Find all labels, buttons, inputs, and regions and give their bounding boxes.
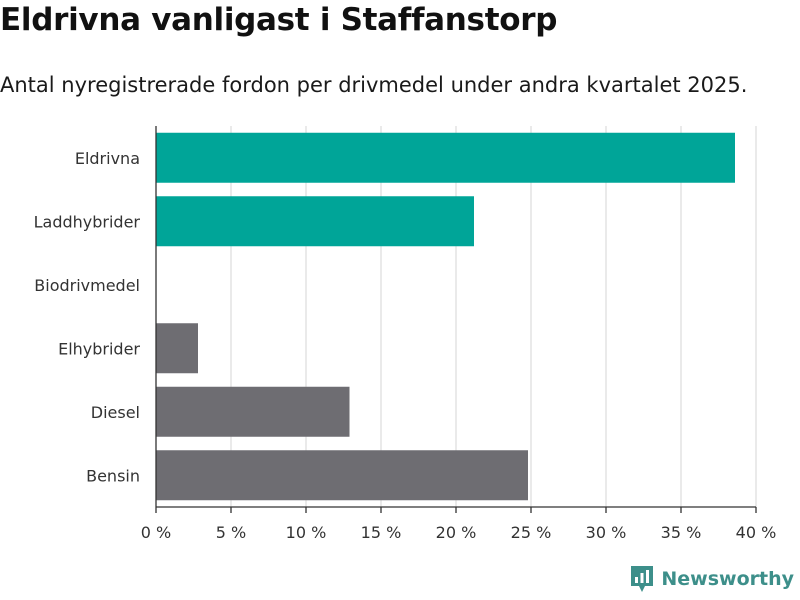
x-tick-label: 20 % <box>436 523 477 542</box>
bar <box>156 386 350 437</box>
grid-lines <box>230 126 757 507</box>
x-tick-label: 25 % <box>511 523 552 542</box>
category-label: Bensin <box>86 466 140 485</box>
bar <box>156 196 474 247</box>
chart-subtitle: Antal nyregistrerade fordon per drivmede… <box>0 73 748 97</box>
bar <box>156 323 198 374</box>
x-tick-label: 35 % <box>661 523 702 542</box>
bar-chart-speech-bubble-icon <box>631 566 654 592</box>
x-tick-label: 40 % <box>736 523 777 542</box>
x-tick-label: 5 % <box>216 523 246 542</box>
bar <box>156 132 735 183</box>
axes: Eldrivna Laddhybrider Biodrivmedel Elhybrid… <box>34 126 777 542</box>
category-label: Elhybrider <box>58 339 140 358</box>
category-label: Eldrivna <box>75 149 140 168</box>
x-tick-label: 15 % <box>361 523 402 542</box>
category-label: Diesel <box>91 403 140 422</box>
x-tick-label: 0 % <box>141 523 171 542</box>
brand-name: Newsworthy <box>661 568 794 590</box>
brand-logo: Newsworthy <box>629 564 794 594</box>
chart-title: Eldrivna vanligast i Staffanstorp <box>0 2 558 38</box>
category-label: Laddhybrider <box>34 212 141 231</box>
x-tick-label: 30 % <box>586 523 627 542</box>
bar <box>156 450 528 501</box>
bars <box>156 132 735 501</box>
category-label: Biodrivmedel <box>34 276 140 295</box>
x-tick-label: 10 % <box>286 523 327 542</box>
